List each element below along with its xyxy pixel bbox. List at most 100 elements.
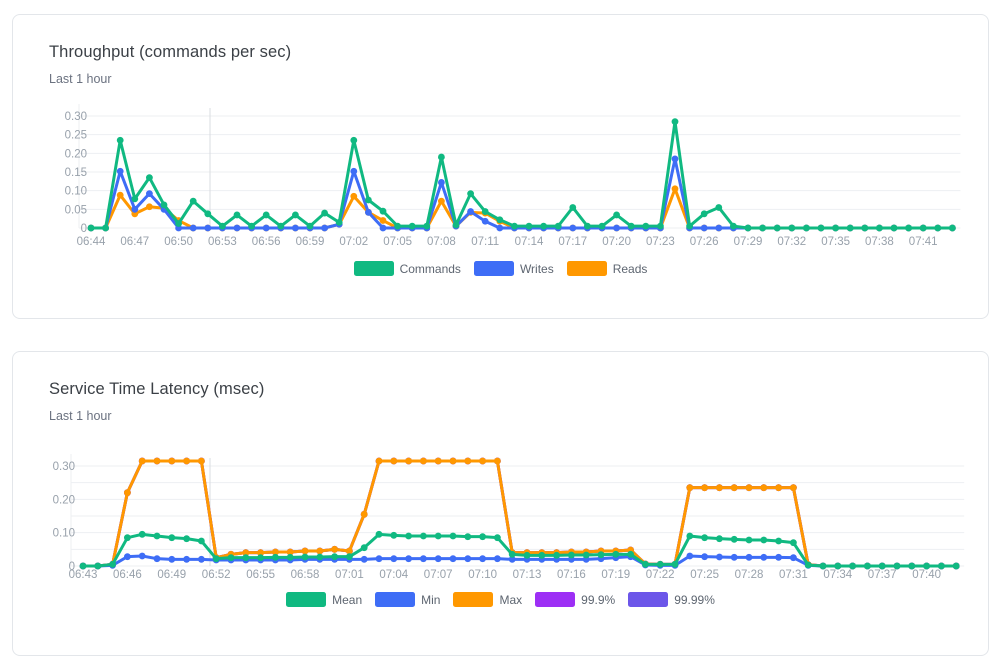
x-tick-label: 07:17 (558, 236, 587, 248)
max-point (316, 547, 324, 555)
mean-point (390, 531, 398, 539)
commands-point (905, 224, 912, 232)
max-point (242, 549, 250, 557)
x-tick-label: 06:53 (208, 236, 237, 248)
x-tick-label: 06:43 (69, 569, 98, 581)
y-tick-label: 0.10 (65, 186, 87, 198)
throughput-card: Throughput (commands per sec) Last 1 hou… (12, 14, 989, 319)
min-point (494, 555, 501, 563)
max-point (479, 457, 486, 465)
max-point (183, 457, 191, 465)
commands-point (817, 224, 825, 232)
x-tick-label: 07:04 (379, 569, 408, 581)
min-point (760, 553, 768, 561)
mean-point (508, 550, 516, 558)
commands-point (189, 197, 197, 205)
min-point (730, 553, 738, 561)
99-9-swatch (535, 592, 576, 607)
min-point (405, 555, 412, 563)
metrics-dashboard: Throughput (commands per sec) Last 1 hou… (0, 14, 1001, 671)
commands-point (919, 224, 927, 232)
mean-point (464, 533, 472, 541)
commands-point (131, 195, 139, 203)
max-point (745, 484, 753, 492)
legend-label-max: Max (499, 592, 523, 607)
min-point (360, 555, 368, 563)
mean-swatch (286, 592, 327, 607)
writes-point (292, 224, 299, 232)
x-tick-label: 07:32 (777, 236, 806, 248)
mean-point (952, 562, 960, 570)
min-point (420, 555, 427, 563)
commands-point (87, 224, 95, 232)
latency-card: Service Time Latency (msec) Last 1 hour … (12, 351, 989, 656)
max-point (257, 549, 264, 557)
reads-point (146, 203, 153, 211)
x-tick-label: 07:13 (513, 569, 542, 581)
mean-point (346, 553, 353, 561)
commands-point (262, 211, 270, 219)
legend-item-99-9[interactable]: 99.9% (535, 592, 615, 607)
mean-point (405, 532, 412, 540)
y-tick-label: 0.10 (53, 528, 75, 540)
y-tick-label: 0 (69, 561, 75, 573)
commands-point (657, 222, 664, 230)
commands-point (525, 222, 533, 230)
writes-point (189, 224, 197, 232)
max-point (420, 457, 427, 465)
commands-point (292, 211, 299, 219)
legend-item-min[interactable]: Min (375, 592, 440, 607)
mean-point (272, 553, 279, 561)
mean-point (760, 536, 768, 544)
max-point (360, 510, 368, 518)
commands-point (452, 221, 460, 229)
writes-point (496, 224, 504, 232)
legend-item-99-99[interactable]: 99.99% (628, 592, 715, 607)
max-point (346, 547, 353, 555)
writes-point (146, 190, 153, 198)
commands-point (598, 222, 606, 230)
max-point (301, 547, 309, 555)
mean-point (730, 535, 738, 543)
throughput-chart[interactable]: 0 0.05 0.10 0.15 0.20 0.25 0.30 06:44 06:47 06:50… (13, 99, 990, 255)
min-point (775, 553, 782, 561)
writes-point (116, 167, 124, 175)
latency-chart-area: 0 0.10 0.20 0.30 06:43 06:46 06:49 06:52 06:55 06… (13, 436, 988, 586)
mean-point (849, 562, 856, 570)
y-tick-label: 0 (81, 223, 87, 235)
mean-point (523, 551, 531, 559)
commands-point (379, 207, 387, 215)
mean-point (420, 532, 427, 540)
commands-point (584, 222, 591, 230)
writes-point (379, 224, 387, 232)
mean-point (375, 530, 383, 538)
mean-point (286, 553, 294, 561)
mean-point (819, 562, 827, 570)
mean-point (168, 534, 176, 542)
mean-point (671, 560, 679, 568)
reads-point (438, 197, 445, 205)
mean-point (938, 562, 945, 570)
max-point (716, 484, 723, 492)
mean-point (597, 551, 605, 559)
mean-point (893, 562, 901, 570)
mean-point (582, 551, 590, 559)
max-point (405, 457, 412, 465)
legend-item-reads[interactable]: Reads (566, 261, 647, 276)
latency-chart[interactable]: 0 0.10 0.20 0.30 06:43 06:46 06:49 06:52 06:55 06… (13, 436, 990, 586)
max-point (375, 457, 383, 465)
legend-item-max[interactable]: Max (453, 592, 522, 607)
min-point (390, 555, 398, 563)
legend-item-mean[interactable]: Mean (286, 592, 362, 607)
x-tick-label: 06:50 (164, 236, 193, 248)
max-point (390, 457, 398, 465)
mean-point (124, 534, 131, 542)
mean-point (834, 562, 842, 570)
min-point (479, 555, 486, 563)
max-point (331, 545, 338, 553)
latency-legend: Mean Min Max 99.9% 99.99% (13, 592, 988, 607)
x-tick-label: 07:35 (821, 236, 850, 248)
99-99-swatch (628, 592, 669, 607)
legend-item-writes[interactable]: Writes (473, 261, 554, 276)
legend-item-commands[interactable]: Commands (353, 261, 461, 276)
